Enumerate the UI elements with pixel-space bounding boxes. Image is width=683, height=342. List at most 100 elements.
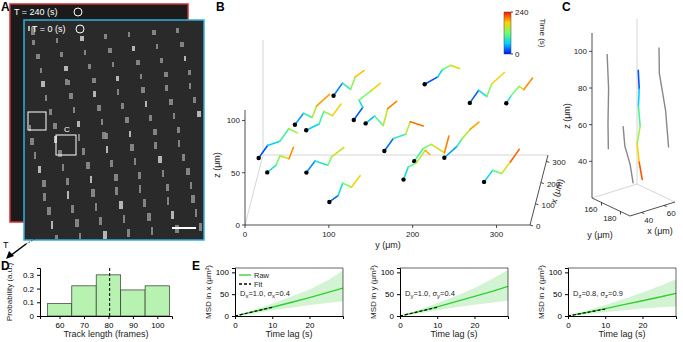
tick-mark [245, 225, 246, 228]
annotation-part: =0.4 [275, 289, 290, 298]
tick-mark [620, 212, 621, 215]
tick-label: 100 [322, 230, 336, 239]
tick-label: 0 [398, 321, 403, 330]
track-segment [431, 144, 444, 152]
track-segment [343, 183, 352, 187]
axis-title: y (μm) [375, 240, 401, 250]
tick-mark [664, 206, 667, 207]
tick: 0 [225, 312, 235, 321]
image-spot [42, 180, 46, 187]
image-spot [45, 95, 47, 101]
tick-label: 0 [558, 312, 563, 321]
image-spot [160, 58, 163, 63]
tick: 10 [268, 316, 277, 330]
track-segment [444, 146, 457, 158]
tick-mark [589, 51, 592, 52]
image-spot [47, 207, 51, 215]
image-spot [82, 148, 85, 155]
track-segment [388, 101, 397, 108]
tick: 10 [601, 316, 610, 330]
line [235, 307, 272, 316]
tick-label: 100 [549, 268, 563, 277]
image-spot [129, 131, 131, 137]
image-spot [125, 117, 129, 123]
image-spot [66, 178, 69, 185]
track-segment [479, 90, 487, 96]
image-spot [154, 142, 157, 149]
image-spot [108, 48, 112, 53]
tick-mark [412, 225, 413, 228]
track-segment [371, 83, 380, 90]
image-spot [123, 215, 125, 223]
reference-line [109, 268, 110, 316]
image-spot [193, 97, 196, 103]
image-spot [182, 154, 185, 161]
legend-swatch [239, 274, 251, 275]
track-segment [315, 161, 328, 165]
lines [568, 279, 676, 316]
track-segment [443, 65, 451, 69]
tick: 0 [233, 316, 238, 330]
image-spot [77, 121, 80, 127]
track-segment [383, 109, 387, 126]
track-segment [492, 73, 505, 85]
tick: 100 [151, 316, 165, 330]
panel-label: C [562, 0, 571, 14]
image-spot [56, 38, 58, 43]
axis-title: Track length (frames) [63, 329, 148, 339]
tick-mark [242, 172, 245, 173]
time-label: T = 0 (s) [32, 24, 66, 34]
track-segment [332, 104, 341, 116]
image-spot [30, 138, 34, 145]
image-spot [132, 46, 135, 51]
track-segment [268, 141, 280, 145]
axis-title: Probability (a.u.) [5, 263, 14, 322]
back-edge [263, 155, 548, 156]
image-spot [84, 50, 86, 55]
tick-mark [232, 316, 235, 317]
image-spot [86, 162, 90, 169]
back-edge [245, 155, 263, 225]
axis-title: z (μm) [562, 103, 572, 129]
tick-label: 0 [566, 321, 571, 330]
track-start [293, 123, 297, 127]
legend-label: Raw [254, 271, 270, 280]
tick-label: 0 [390, 312, 395, 321]
track-start [442, 156, 446, 160]
tick-mark [133, 316, 134, 319]
track-segment [359, 100, 363, 107]
tick: 0 [30, 312, 40, 321]
image-spot [38, 166, 41, 173]
axis-line [569, 317, 677, 320]
tick-mark [565, 272, 568, 273]
image-spot [136, 60, 140, 65]
image-front [24, 20, 204, 240]
track-segment [328, 157, 332, 165]
tick-mark [157, 316, 158, 319]
lines [400, 270, 508, 316]
track-segment [393, 134, 405, 138]
track-segment [375, 116, 384, 125]
track-segment [351, 176, 360, 188]
tick-label: 40 [578, 157, 587, 166]
image-spot [169, 99, 173, 105]
tick-mark [546, 161, 549, 162]
tick-label: 100 [227, 116, 241, 125]
axis: 050100 [549, 268, 569, 321]
image-spot [88, 64, 91, 69]
image-spot [152, 30, 156, 35]
image-spot [65, 79, 68, 85]
track-segment [638, 106, 640, 126]
image-texture [28, 26, 202, 239]
image-spot [105, 133, 108, 139]
image-spot [49, 109, 52, 115]
image-spot [186, 168, 190, 175]
axis: 01020 [233, 316, 343, 330]
track-segment [304, 113, 313, 117]
back-edge [263, 40, 264, 155]
track-segment [425, 77, 438, 84]
track-segment [355, 71, 364, 77]
tick: 100 [549, 268, 568, 277]
track-start [331, 93, 335, 97]
frame-right [508, 268, 509, 316]
